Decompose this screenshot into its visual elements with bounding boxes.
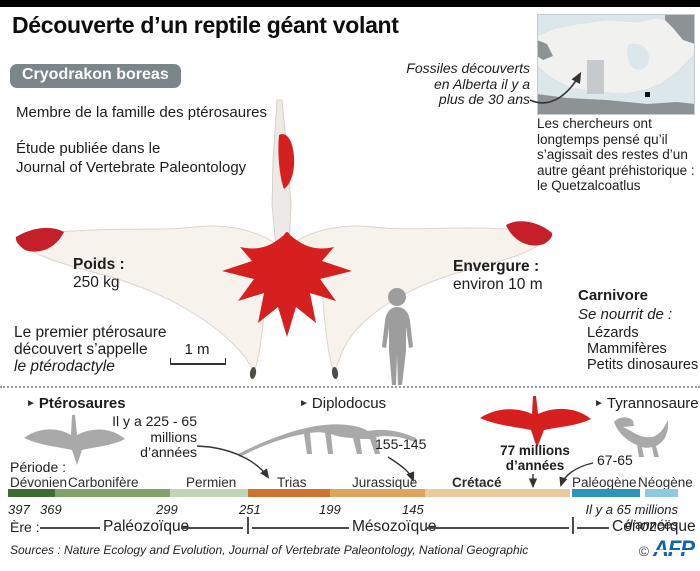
right-foot [331, 367, 339, 379]
city-marker [645, 92, 650, 97]
bar-permien [170, 489, 248, 497]
cryodrakon-red-silhouette [480, 396, 591, 448]
boundary-397: 397 [8, 502, 30, 517]
study-line2: Journal of Vertebrate Paleontology [16, 159, 247, 176]
bar-trias [248, 489, 330, 497]
page-title: Découverte d’un reptile géant volant [12, 12, 399, 38]
copyright-icon: © [638, 543, 650, 559]
period-label-neogene: Néogène [638, 475, 693, 490]
diet-item: Lézards [587, 325, 639, 341]
tyrannosaur-age-note: 67-65 [597, 452, 633, 468]
timeline-diplodocus-label: ► Diplodocus [299, 395, 387, 412]
cryodrakon-illustration [15, 99, 553, 385]
boundary-145: 145 [402, 502, 424, 517]
human-silhouette [382, 288, 413, 385]
body-marking [222, 232, 352, 337]
boundary-369: 369 [40, 502, 62, 517]
era-line [427, 527, 569, 529]
wingspan-stat: Envergure : environ 10 m [453, 258, 543, 294]
boundary-251: 251 [239, 502, 261, 517]
bar-devonien [8, 489, 55, 497]
hudson-bay [626, 43, 649, 70]
period-label-paleogene: Paléogène [572, 475, 637, 490]
species-badge: Cryodrakon boreas [10, 64, 181, 88]
era-line [577, 527, 609, 529]
scale-label: 1 m [184, 341, 210, 358]
scale-bar [170, 358, 226, 365]
triangle-bullet-icon: ► [299, 398, 309, 409]
afp-credit: © AFP [638, 536, 695, 562]
boundary-199: 199 [319, 502, 341, 517]
diet-list: Lézards Mammifères Petits dinosaures [587, 325, 699, 373]
period-label-carbonifere: Carbonifère [68, 475, 139, 490]
period-label-permien: Permien [186, 475, 237, 490]
diet-title: Carnivore [578, 287, 649, 304]
pterosaur-silhouette [24, 415, 125, 465]
period-label-jurassique: Jurassique [352, 475, 418, 490]
section-divider [0, 386, 700, 388]
first-discovered-note: Le premier ptérosaure découvert s’appell… [14, 324, 167, 375]
diet-heading: Carnivore Se nourrit de : [578, 286, 672, 324]
period-label-devonien: Dévonien [10, 475, 68, 490]
wingspan-value: environ 10 m [453, 276, 543, 293]
bar-cretace [425, 489, 570, 497]
bar-carbonifere [55, 489, 170, 497]
era-line [181, 527, 243, 529]
research-note: Les chercheurs ont longtemps pensé qu’il… [537, 116, 695, 194]
period-label-cretace: Crétacé [452, 475, 502, 490]
weight-label: Poids : [73, 256, 125, 273]
era-line [252, 527, 349, 529]
left-foot [249, 367, 257, 379]
diet-item: Mammifères [587, 340, 667, 357]
period-row-label: Période : [10, 459, 67, 475]
timeline-end-note: Il y a 65 millions d’années [585, 502, 678, 532]
diplodocus-age-note: 155-145 [375, 436, 427, 452]
weight-value: 250 kg [73, 274, 120, 291]
era-paleozoique: Paléozoïque [103, 518, 190, 535]
alaska-shape [537, 40, 553, 60]
alberta-highlight [587, 60, 604, 94]
diplodocus-silhouette [238, 424, 416, 457]
greenland-shape [665, 14, 695, 44]
period-label-trias: Trias [277, 475, 307, 490]
study-line1: Étude publiée dans le [16, 140, 161, 157]
bar-paleogene [572, 489, 640, 497]
pterosaurs-age-note: Il y a 225 - 65 millions d’années [112, 413, 197, 460]
top-black-bar [0, 0, 700, 7]
era-separator [247, 517, 249, 534]
era-cenozoique: Cénozoïque [612, 518, 696, 535]
afp-logo: AFP [653, 536, 695, 561]
left-wingtip-marking [15, 227, 65, 252]
triangle-bullet-icon: ► [594, 398, 604, 409]
era-separator [572, 517, 574, 534]
weight-stat: Poids : 250 kg [73, 256, 125, 292]
study-text: Étude publiée dans le Journal of Vertebr… [16, 139, 246, 177]
cryodrakon-age-note: 77 millions d’années [500, 443, 570, 473]
era-row-label: Ère : [10, 519, 40, 535]
species-family-text: Membre de la famille des ptérosaures [16, 104, 267, 121]
tyrannosaur-silhouette [614, 417, 669, 457]
diet-item: Petits dinosaures [587, 356, 699, 373]
right-wingtip-marking [506, 221, 553, 246]
right-wing [289, 225, 553, 374]
sources-note: Sources : Nature Ecology and Evolution, … [10, 543, 529, 557]
triangle-bullet-icon: ► [26, 398, 36, 409]
head-crest-marking [278, 134, 295, 189]
bar-neogene [645, 489, 678, 497]
diet-subtitle: Se nourrit de : [578, 306, 673, 323]
timeline-pterosaurs-label: ► Ptérosaures [26, 395, 126, 412]
era-line [40, 527, 100, 529]
timeline-tyrannosaur-label: ► Tyrannosaure [594, 395, 699, 412]
fossil-note: Fossiles découverts en Alberta il y a pl… [406, 60, 530, 107]
era-mesozoique: Mésozoïque [352, 518, 437, 535]
bar-jurassique [330, 489, 425, 497]
boundary-299: 299 [156, 502, 178, 517]
wingspan-label: Envergure : [453, 258, 540, 275]
